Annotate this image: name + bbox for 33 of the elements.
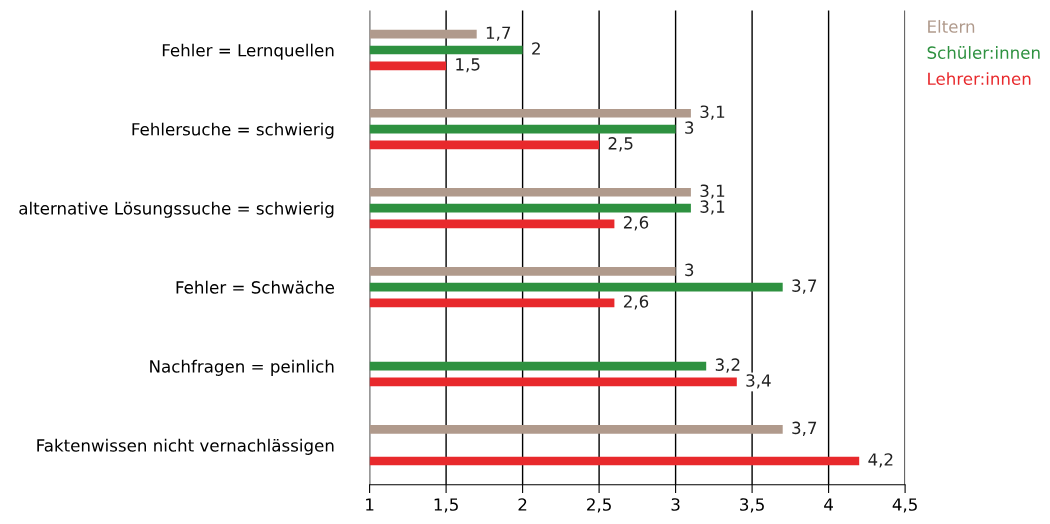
data-label: 3,1 [700, 105, 725, 120]
text: Schüler:innen [927, 46, 1040, 59]
y-tick-label: Nachfragen = peinlich [150, 359, 334, 376]
data-label: 2 [532, 42, 540, 55]
x-tick-label: 4 [824, 498, 833, 511]
data-label: 3,4 [746, 374, 771, 389]
data-label: 2,6 [623, 216, 649, 231]
data-label: 3 [685, 121, 694, 134]
y-tick-label: Fehler = Lernquellen [162, 43, 334, 60]
data-label: 3,2 [715, 358, 740, 373]
data-label: 4,2 [868, 453, 893, 468]
x-tick-label: 1 [366, 498, 374, 511]
y-tick-label: Fehlersuche = schwierig [132, 122, 334, 139]
data-label: 1,5 [456, 58, 480, 73]
data-label: 3,1 [700, 200, 725, 215]
data-label: 2,6 [623, 295, 649, 310]
data-label: 3,7 [792, 421, 817, 436]
data-label: 1,7 [486, 26, 511, 41]
y-tick-label: Faktenwissen nicht vernachlässigen [37, 438, 334, 455]
x-tick-label: 2,5 [587, 498, 611, 513]
data-label: 2,5 [608, 137, 633, 152]
data-label: 3,1 [700, 184, 725, 199]
y-tick-label: alternative Lösungssuche = schwierig [19, 201, 334, 218]
x-tick-label: 3 [671, 498, 680, 511]
data-label: 3 [685, 263, 694, 277]
x-tick-label: 1,5 [434, 498, 458, 513]
x-tick-label: 4,5 [892, 498, 917, 513]
x-tick-label: 2 [518, 498, 527, 511]
data-label: 3,7 [792, 279, 817, 294]
y-tick-label: Fehler = Schwäche [176, 280, 334, 294]
x-tick-label: 3,5 [740, 498, 764, 513]
text: Eltern [928, 19, 975, 33]
text: Lehrer:innen [928, 72, 1031, 86]
